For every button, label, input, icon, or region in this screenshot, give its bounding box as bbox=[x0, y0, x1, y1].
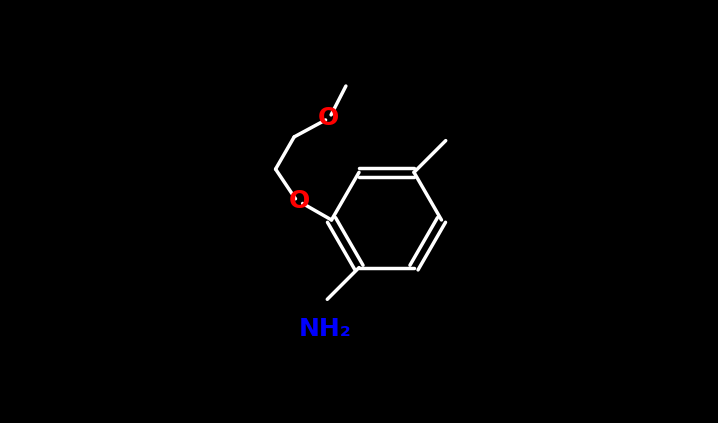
Text: O: O bbox=[318, 106, 339, 130]
Text: O: O bbox=[289, 190, 310, 213]
Text: NH₂: NH₂ bbox=[299, 317, 352, 341]
